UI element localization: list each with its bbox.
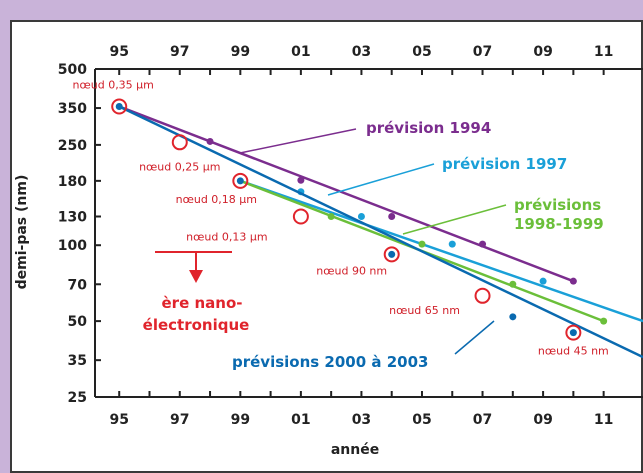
- y-tick-label: 500: [58, 62, 87, 78]
- top-tick-label: 03: [352, 44, 371, 60]
- y-tick-label: 50: [68, 314, 88, 330]
- series-point-2: [327, 212, 335, 220]
- node-circle: [111, 98, 128, 115]
- label-prevision-1994: prévision 1994: [366, 119, 491, 137]
- label-previsions-1998-1999-line2: 1998-1999: [514, 215, 604, 233]
- top-tick-label: 95: [109, 44, 128, 60]
- y-axis-ticks: 25 35 50 70 100 130 180 250 350 500: [58, 62, 101, 406]
- node-label: nœud 0,35 µm: [73, 78, 154, 91]
- node-label: nœud 0,25 µm: [139, 160, 220, 173]
- node-circle: [171, 134, 188, 151]
- bottom-tick-label: 09: [533, 412, 552, 428]
- series-point-2: [509, 280, 517, 288]
- node-label: nœud 65 nm: [389, 304, 460, 317]
- y-tick-label: 25: [68, 390, 87, 406]
- series-point-0: [297, 176, 305, 184]
- top-axis-ticks: 95 97 99 01 03 05 07 09 11: [109, 44, 613, 75]
- y-tick-label: 180: [58, 174, 87, 190]
- top-tick-label: 05: [412, 44, 431, 60]
- bottom-tick-label: 11: [594, 412, 613, 428]
- series-point-1: [357, 212, 365, 220]
- series-point-1: [448, 240, 456, 248]
- bottom-tick-label: 05: [412, 412, 431, 428]
- era-label-line1: ère nano-: [162, 294, 243, 312]
- leader-1997: [327, 163, 435, 196]
- series-point-3: [115, 102, 123, 110]
- y-tick-label: 100: [58, 238, 87, 254]
- series-point-0: [479, 240, 487, 248]
- bottom-tick-label: 07: [473, 412, 492, 428]
- era-label-line2: électronique: [143, 316, 250, 334]
- label-previsions-2000-2003: prévisions 2000 à 2003: [232, 353, 429, 371]
- bottom-tick-label: 01: [291, 412, 310, 428]
- bottom-tick-label: 03: [352, 412, 371, 428]
- top-tick-label: 99: [231, 44, 250, 60]
- top-tick-label: 07: [473, 44, 492, 60]
- series-point-0: [388, 212, 396, 220]
- node-circle: [292, 208, 309, 225]
- plot-area: nœud 0,35 µm nœud 0,25 µm nœud 0,18 µm nœud…: [73, 68, 643, 398]
- node-label: nœud 0,18 µm: [176, 193, 257, 206]
- series-point-3: [388, 250, 396, 258]
- bottom-tick-label: 97: [170, 412, 189, 428]
- era-arrow-head: [189, 270, 203, 283]
- top-tick-label: 11: [594, 44, 613, 60]
- leader-1998: [402, 204, 507, 235]
- y-axis-title: demi-pas (nm): [14, 175, 30, 290]
- top-tick-label: 09: [533, 44, 552, 60]
- bottom-axis-ticks: 95 97 99 01 03 05 07 09 11: [109, 391, 613, 428]
- series-line-3: [118, 105, 643, 359]
- series-line-0: [118, 105, 574, 283]
- series-point-1: [539, 277, 547, 285]
- series-point-3: [236, 177, 244, 185]
- node-label: nœud 90 nm: [316, 264, 387, 277]
- y-tick-label: 70: [68, 277, 88, 293]
- leader-1994: [239, 128, 357, 154]
- series-point-3: [569, 329, 577, 337]
- series-point-2: [600, 317, 608, 325]
- y-tick-label: 350: [58, 101, 87, 117]
- series-point-2: [418, 240, 426, 248]
- y-tick-label: 250: [58, 138, 87, 154]
- y-tick-label: 130: [58, 209, 87, 225]
- series-point-3: [509, 313, 517, 321]
- node-label: nœud 45 nm: [538, 345, 609, 358]
- series-line-1: [239, 179, 643, 323]
- label-prevision-1997: prévision 1997: [442, 155, 567, 173]
- label-previsions-1998-1999-line1: prévisions: [514, 196, 601, 214]
- bottom-tick-label: 95: [109, 412, 128, 428]
- y-tick-label: 35: [68, 353, 87, 369]
- node-circle: [232, 172, 249, 189]
- node-circle: [565, 324, 582, 341]
- top-tick-label: 97: [170, 44, 189, 60]
- node-circle: [474, 287, 491, 304]
- leader-2000: [454, 320, 495, 355]
- series-point-0: [206, 137, 214, 145]
- bottom-tick-label: 99: [231, 412, 250, 428]
- node-circle: [383, 246, 400, 263]
- series-point-0: [569, 277, 577, 285]
- node-label: nœud 0,13 µm: [186, 230, 267, 243]
- x-axis-title: année: [331, 442, 379, 458]
- top-tick-label: 01: [291, 44, 310, 60]
